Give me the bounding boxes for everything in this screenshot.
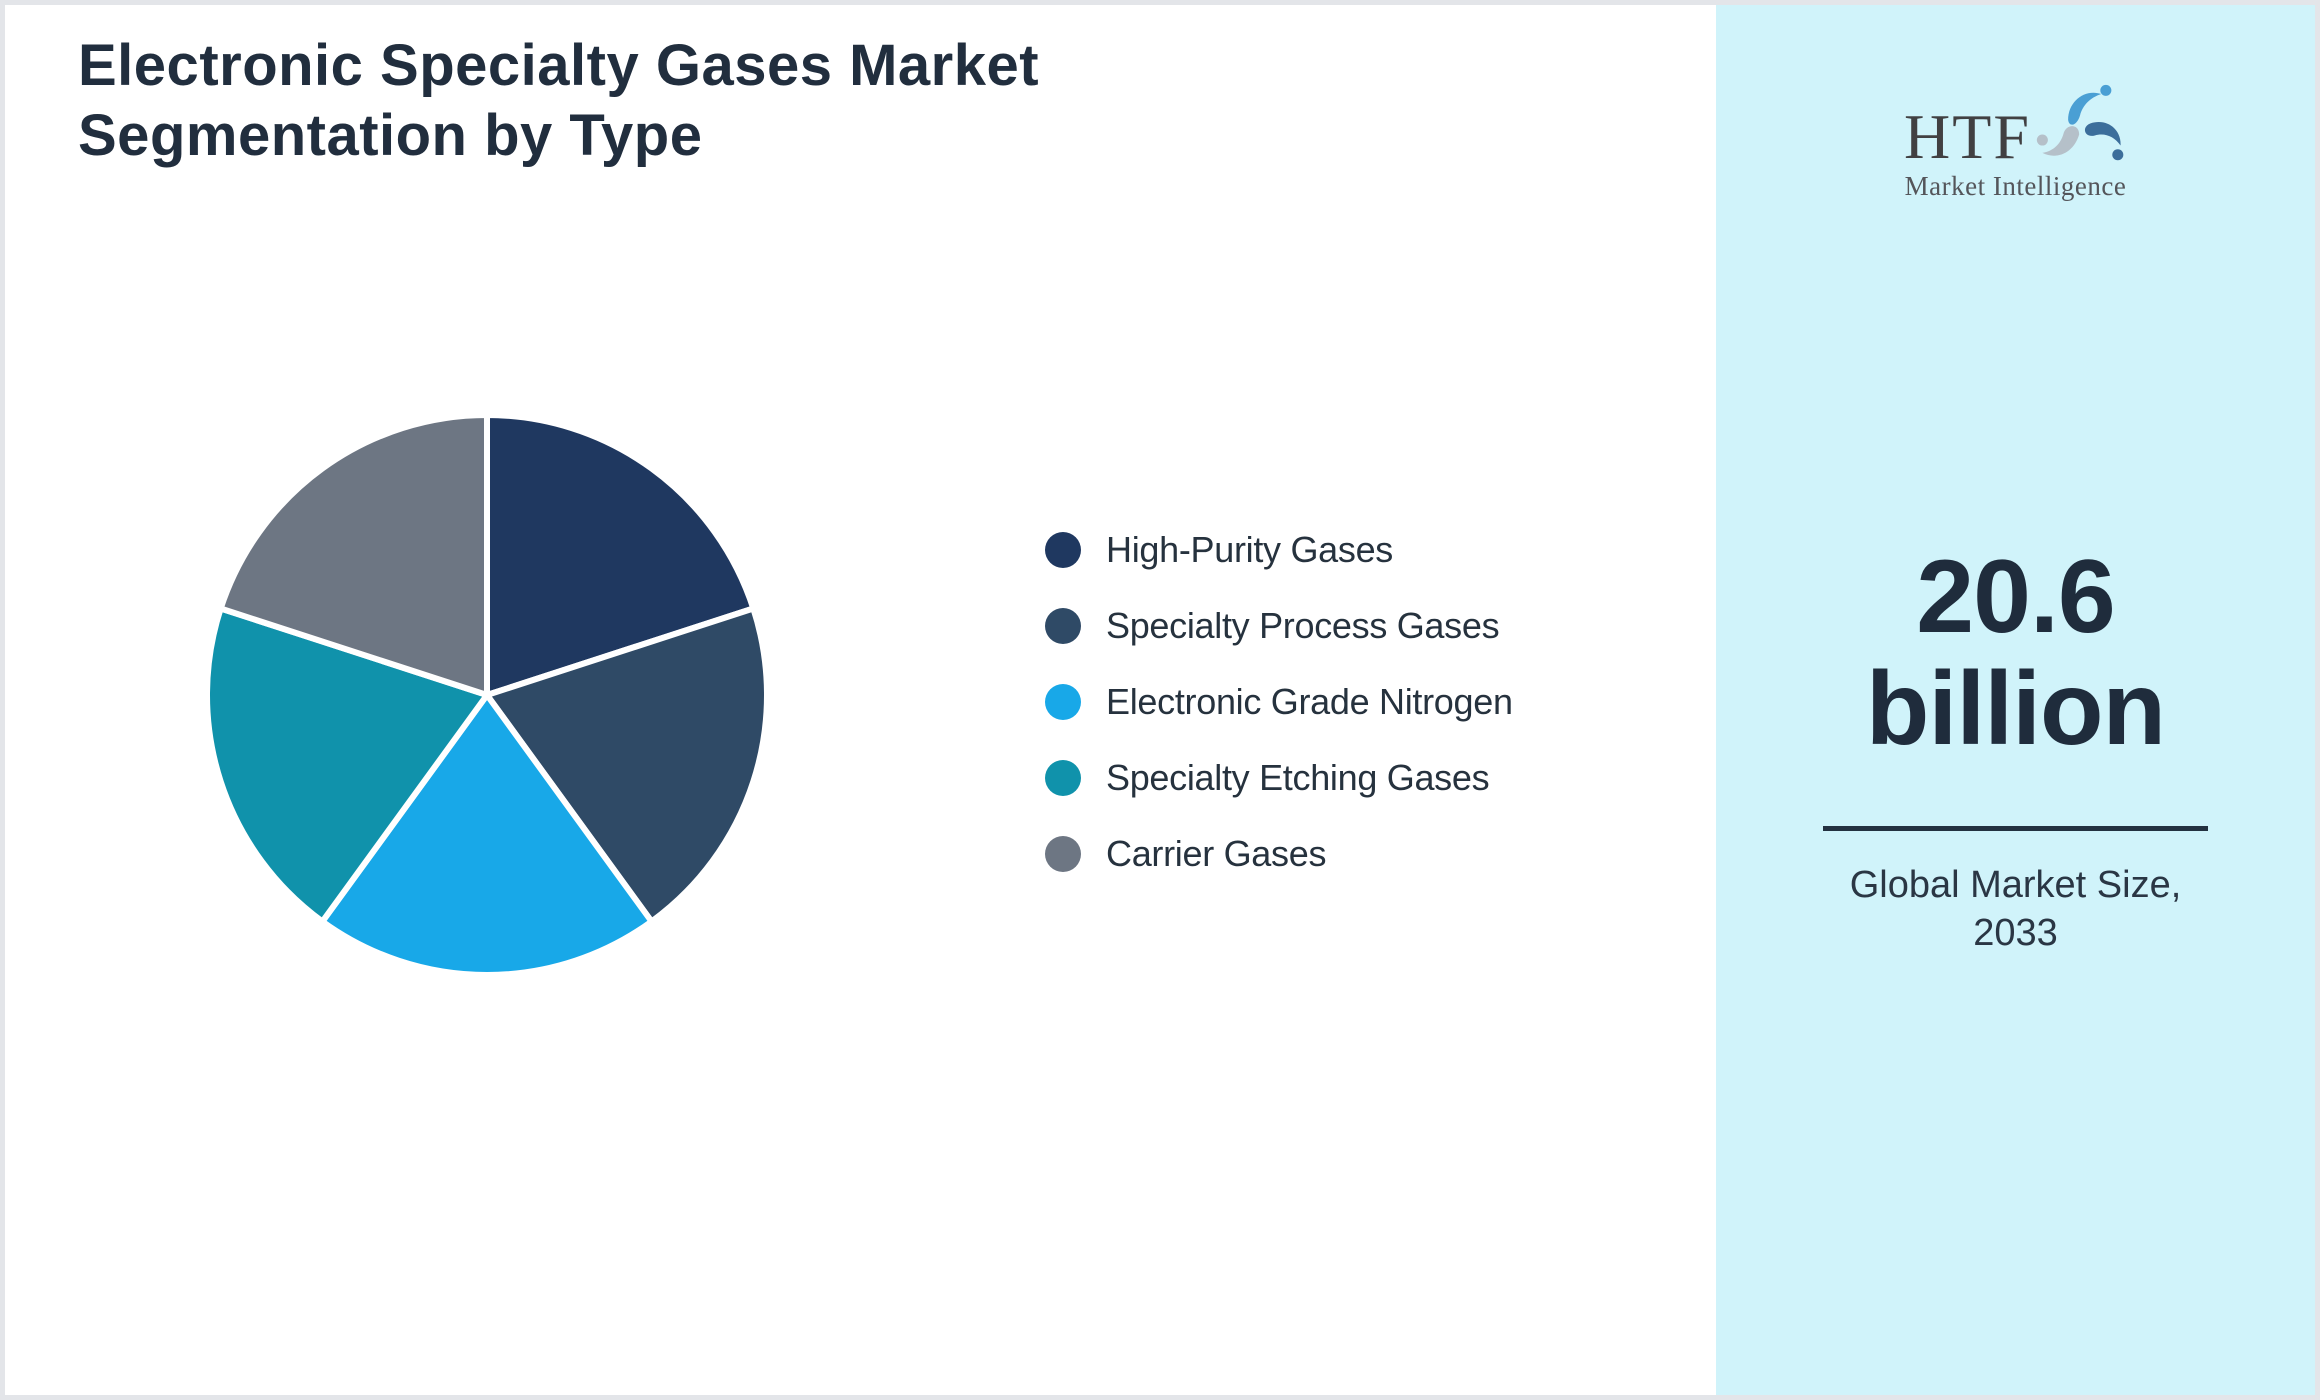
logo-row: HTF (1904, 83, 2127, 169)
legend-dot-icon (1045, 836, 1081, 872)
stat-caption: Global Market Size, 2033 (1716, 861, 2315, 957)
logo-subtext: Market Intelligence (1904, 171, 2127, 201)
legend-dot-icon (1045, 760, 1081, 796)
legend: High-Purity Gases Specialty Process Gases… (1045, 512, 1513, 892)
logo-text: HTF (1904, 101, 2031, 172)
stat-caption-line2: 2033 (1973, 912, 2058, 954)
stat-caption-line1: Global Market Size, (1849, 864, 2182, 906)
sidebar: HTF Market Intelligence 20.6 billion Glob… (1716, 5, 2315, 1395)
pie-slice-3 (204, 605, 490, 925)
legend-item-1: Specialty Process Gases (1045, 588, 1513, 664)
pie-slice-0 (484, 412, 757, 698)
main-panel: Electronic Specialty Gases Market Segment… (5, 5, 1716, 1395)
legend-dot-icon (1045, 532, 1081, 568)
legend-label: Specialty Etching Gases (1106, 757, 1490, 798)
legend-label: Specialty Process Gases (1106, 605, 1500, 646)
legend-dot-icon (1045, 684, 1081, 720)
page-title: Electronic Specialty Gases Market Segment… (78, 31, 1039, 171)
legend-label: High-Purity Gases (1106, 529, 1393, 570)
market-size-stat: 20.6 billion (1716, 541, 2315, 765)
stat-value: 20.6 (1916, 539, 2115, 655)
pie-chart (204, 412, 770, 978)
legend-item-4: Carrier Gases (1045, 816, 1513, 892)
pie-slice-4 (217, 412, 490, 698)
legend-label: Carrier Gases (1106, 833, 1327, 874)
legend-label: Electronic Grade Nitrogen (1106, 681, 1513, 722)
stat-divider (1823, 826, 2208, 831)
legend-item-0: High-Purity Gases (1045, 512, 1513, 588)
legend-dot-icon (1045, 608, 1081, 644)
htf-logo: HTF Market Intelligence (1716, 83, 2315, 202)
legend-item-2: Electronic Grade Nitrogen (1045, 664, 1513, 740)
page-title-line2: Segmentation by Type (78, 103, 703, 168)
pie-slice-1 (484, 605, 770, 925)
logo-swirl-icon (2036, 84, 2124, 161)
pie-slice-2 (319, 692, 655, 978)
stat-unit: billion (1865, 651, 2166, 767)
page-title-line1: Electronic Specialty Gases Market (78, 33, 1040, 98)
legend-item-3: Specialty Etching Gases (1045, 740, 1513, 816)
